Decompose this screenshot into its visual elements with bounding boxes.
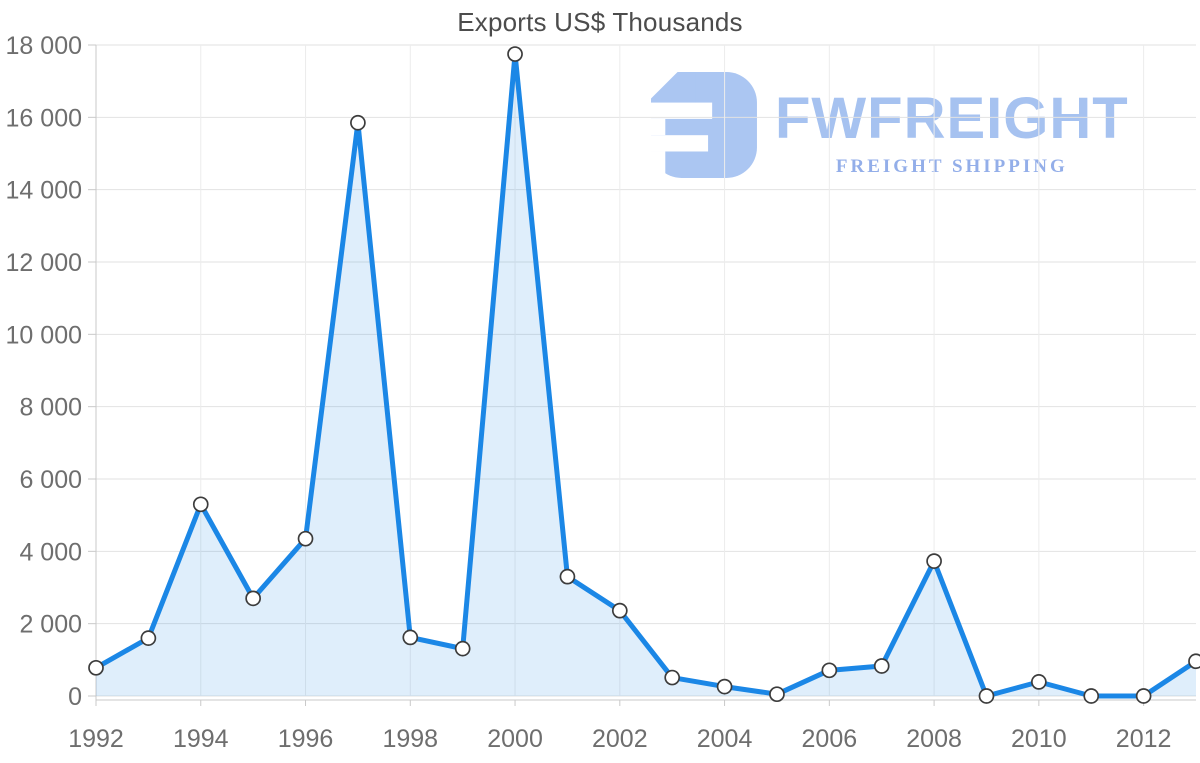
data-point-marker <box>926 553 942 569</box>
data-point-marker <box>507 46 523 62</box>
x-axis-label: 1994 <box>173 725 229 753</box>
data-point-marker <box>88 659 104 676</box>
data-point-marker <box>1188 653 1200 670</box>
data-point-marker <box>140 630 157 646</box>
data-point-marker <box>559 568 576 585</box>
data-point-marker <box>873 658 890 674</box>
x-axis-label: 1992 <box>68 725 124 753</box>
x-axis-label: 2010 <box>1011 725 1067 753</box>
data-point-marker <box>245 590 261 607</box>
x-axis-label: 2012 <box>1116 725 1172 753</box>
data-point-marker <box>611 602 628 619</box>
data-point-marker <box>769 686 785 703</box>
data-point-marker <box>402 629 419 646</box>
y-axis-label: 6 000 <box>19 466 82 494</box>
data-point-marker <box>1083 688 1100 704</box>
data-point-marker <box>978 688 995 704</box>
y-axis-label: 10 000 <box>6 321 82 349</box>
y-axis-label: 2 000 <box>19 611 82 639</box>
data-point-marker <box>1135 688 1152 704</box>
x-axis-label: 2008 <box>906 725 962 753</box>
data-point-marker <box>664 669 681 686</box>
y-axis-label: 0 <box>68 683 82 711</box>
y-axis-label: 18 000 <box>6 32 82 60</box>
x-axis-label: 1998 <box>382 725 438 753</box>
data-point-marker <box>716 678 733 695</box>
series-line <box>93 51 1199 699</box>
y-axis-label: 4 000 <box>19 538 82 566</box>
data-point-marker <box>454 640 471 657</box>
x-axis-label: 2002 <box>592 725 648 753</box>
x-axis-label: 2006 <box>802 725 858 753</box>
data-point-marker <box>1031 674 1047 690</box>
data-point-marker <box>297 530 314 547</box>
y-axis-label: 12 000 <box>6 249 82 277</box>
y-axis-label: 16 000 <box>6 104 82 132</box>
y-axis-label: 8 000 <box>19 394 82 422</box>
y-axis-label: 14 000 <box>6 177 82 205</box>
chart-title: Exports US$ Thousands <box>457 7 743 37</box>
data-point-marker <box>350 114 366 131</box>
x-axis-label: 2000 <box>487 725 543 753</box>
data-point-marker <box>192 496 209 513</box>
x-axis-label: 2004 <box>697 725 753 753</box>
area-fill <box>96 54 1196 696</box>
x-axis-label: 1996 <box>278 725 334 753</box>
data-point-marker <box>821 662 838 679</box>
